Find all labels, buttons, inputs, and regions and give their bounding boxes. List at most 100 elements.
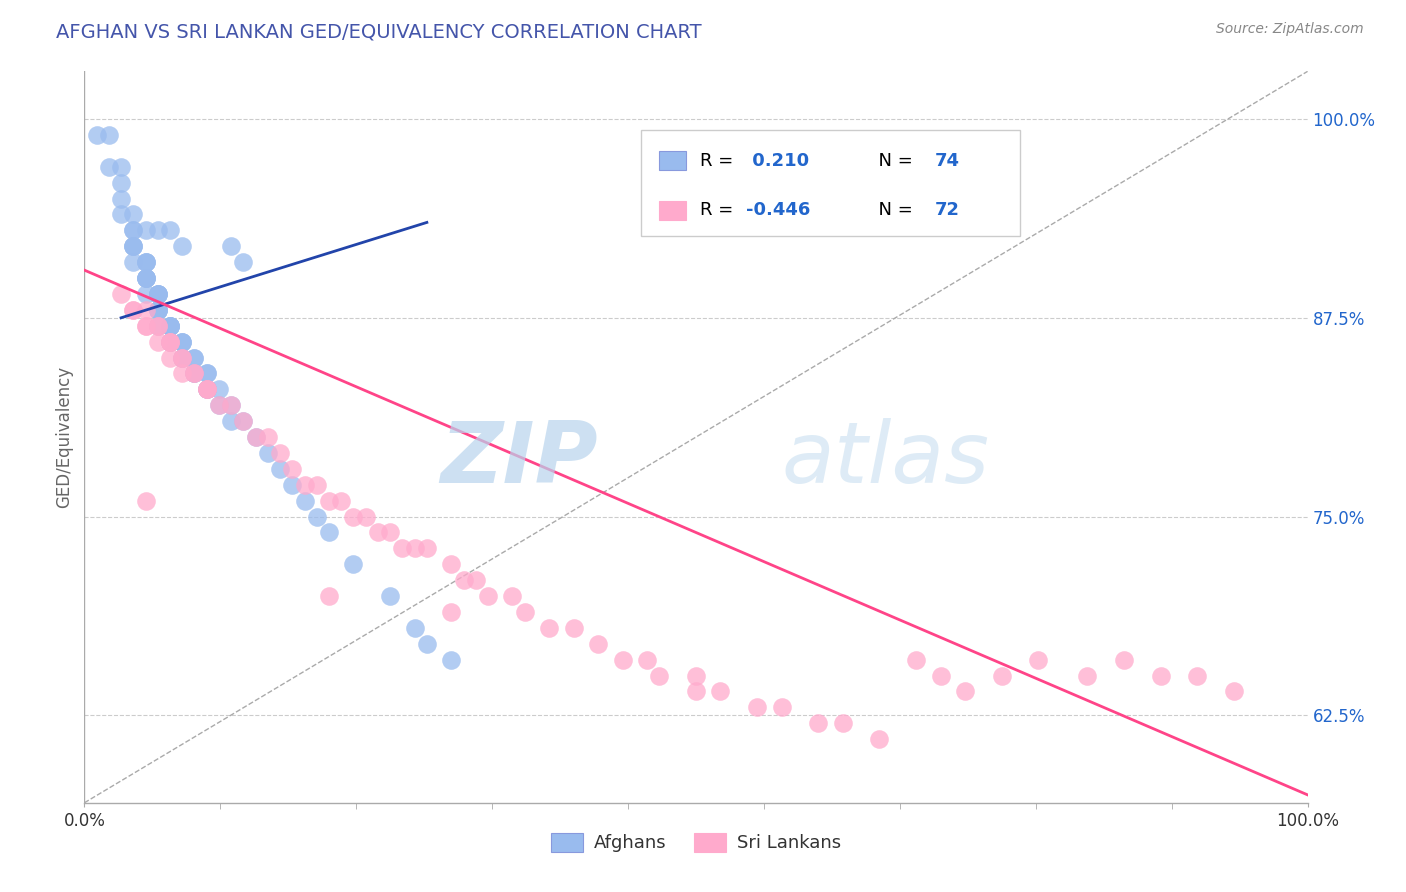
Point xyxy=(86,128,108,142)
Text: N =: N = xyxy=(868,202,918,219)
Point xyxy=(172,239,194,253)
Point xyxy=(404,621,426,635)
Point xyxy=(159,334,181,349)
Point xyxy=(146,287,169,301)
Point xyxy=(135,302,157,317)
Point xyxy=(305,509,328,524)
Point xyxy=(122,302,145,317)
Point xyxy=(232,414,254,428)
Point xyxy=(807,716,830,731)
Text: 74: 74 xyxy=(935,152,959,169)
Text: R =: R = xyxy=(700,152,738,169)
Point xyxy=(172,334,194,349)
Point xyxy=(97,128,120,142)
Point xyxy=(110,287,132,301)
Point xyxy=(477,589,499,603)
Point xyxy=(146,287,169,301)
Point xyxy=(195,383,218,397)
Point xyxy=(636,653,658,667)
Point xyxy=(159,334,181,349)
Y-axis label: GED/Equivalency: GED/Equivalency xyxy=(55,366,73,508)
Point xyxy=(183,367,205,381)
Point xyxy=(159,351,181,365)
Text: ZIP: ZIP xyxy=(440,417,598,500)
Point xyxy=(135,271,157,285)
Point xyxy=(648,668,671,682)
Point xyxy=(172,334,194,349)
Point xyxy=(269,462,291,476)
Point xyxy=(305,477,328,491)
Point xyxy=(330,493,353,508)
Point xyxy=(146,302,169,317)
Point xyxy=(208,398,231,412)
Point xyxy=(281,477,304,491)
Point xyxy=(612,653,634,667)
Point xyxy=(159,334,181,349)
Point xyxy=(869,732,891,747)
Point xyxy=(219,398,242,412)
Point xyxy=(195,367,218,381)
Point xyxy=(294,493,316,508)
Point xyxy=(183,351,205,365)
Point xyxy=(245,430,267,444)
Point xyxy=(318,525,340,540)
Point xyxy=(453,573,475,587)
Point xyxy=(159,318,181,333)
Point xyxy=(245,430,267,444)
Point xyxy=(122,207,145,221)
Point xyxy=(502,589,524,603)
Point xyxy=(464,573,486,587)
Point xyxy=(135,271,157,285)
Point xyxy=(195,383,218,397)
Point xyxy=(146,302,169,317)
Point xyxy=(146,318,169,333)
Point xyxy=(183,351,205,365)
Point xyxy=(122,223,145,237)
Point xyxy=(1187,668,1209,682)
Point xyxy=(159,318,181,333)
Point xyxy=(318,589,340,603)
Text: atlas: atlas xyxy=(782,417,990,500)
Point xyxy=(159,334,181,349)
Point xyxy=(146,334,169,349)
Point xyxy=(122,223,145,237)
FancyBboxPatch shape xyxy=(641,130,1021,235)
Text: -0.446: -0.446 xyxy=(747,202,810,219)
Point xyxy=(440,605,463,619)
Point xyxy=(135,318,157,333)
Point xyxy=(685,668,707,682)
Point xyxy=(172,334,194,349)
Point xyxy=(172,351,194,365)
Point xyxy=(1028,653,1050,667)
Point xyxy=(269,446,291,460)
Point xyxy=(122,239,145,253)
Point xyxy=(159,318,181,333)
Point xyxy=(1114,653,1136,667)
Point xyxy=(831,716,853,731)
Point xyxy=(110,207,132,221)
Point xyxy=(183,367,205,381)
Point xyxy=(905,653,928,667)
Text: Source: ZipAtlas.com: Source: ZipAtlas.com xyxy=(1216,22,1364,37)
Point xyxy=(135,255,157,269)
FancyBboxPatch shape xyxy=(659,151,686,170)
Point xyxy=(1150,668,1173,682)
Point xyxy=(135,271,157,285)
Text: 0.210: 0.210 xyxy=(747,152,810,169)
Point xyxy=(135,287,157,301)
Point xyxy=(183,367,205,381)
Point xyxy=(172,351,194,365)
Text: R =: R = xyxy=(700,202,738,219)
Text: AFGHAN VS SRI LANKAN GED/EQUIVALENCY CORRELATION CHART: AFGHAN VS SRI LANKAN GED/EQUIVALENCY COR… xyxy=(56,22,702,41)
Point xyxy=(97,160,120,174)
Point xyxy=(709,684,731,698)
Point xyxy=(929,668,952,682)
Point xyxy=(257,430,280,444)
Point xyxy=(562,621,585,635)
Point xyxy=(380,525,402,540)
Point xyxy=(586,637,609,651)
Point xyxy=(747,700,769,714)
Point xyxy=(122,239,145,253)
Point xyxy=(195,383,218,397)
Point xyxy=(281,462,304,476)
